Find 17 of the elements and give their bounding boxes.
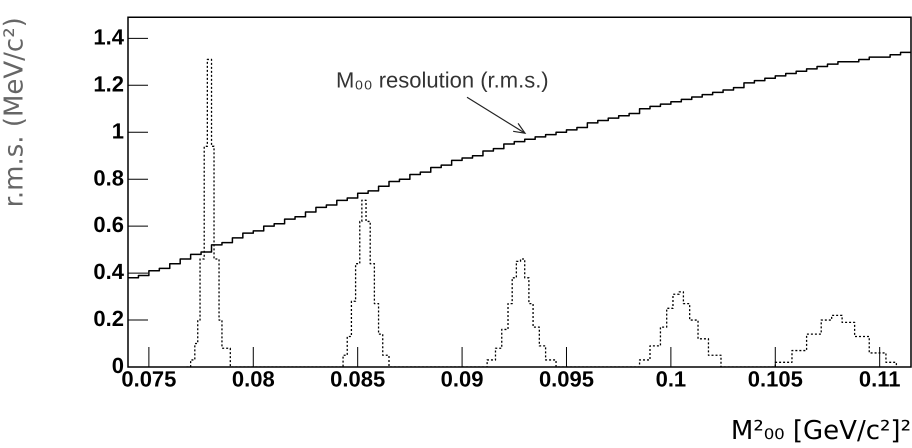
y-tick-label: 0.2 <box>93 306 124 332</box>
x-tick-label: 0.09 <box>440 366 484 392</box>
y-tick-label: 0.6 <box>93 212 124 238</box>
x-axis-title: M²₀₀ [GeV/c²]² <box>730 416 911 446</box>
y-tick-label: 1.2 <box>93 71 124 96</box>
x-tick-label: 0.085 <box>330 366 386 392</box>
x-tick-label: 0.11 <box>858 366 900 392</box>
x-tick-label: 0.105 <box>748 366 803 392</box>
y-tick-label: 0.4 <box>93 259 125 284</box>
x-tick-label: 0.1 <box>656 366 686 392</box>
y-tick-label: 0.8 <box>93 165 124 190</box>
x-tick-label: 0.095 <box>538 366 594 392</box>
y-tick-label: 1 <box>112 118 124 144</box>
y-tick-label: 1.4 <box>93 24 125 50</box>
y-axis-title: r.m.s. (MeV/c²) <box>0 17 30 208</box>
x-tick-label: 0.08 <box>232 366 275 392</box>
annotation: M₀₀ resolution (r.m.s.) <box>336 67 549 92</box>
